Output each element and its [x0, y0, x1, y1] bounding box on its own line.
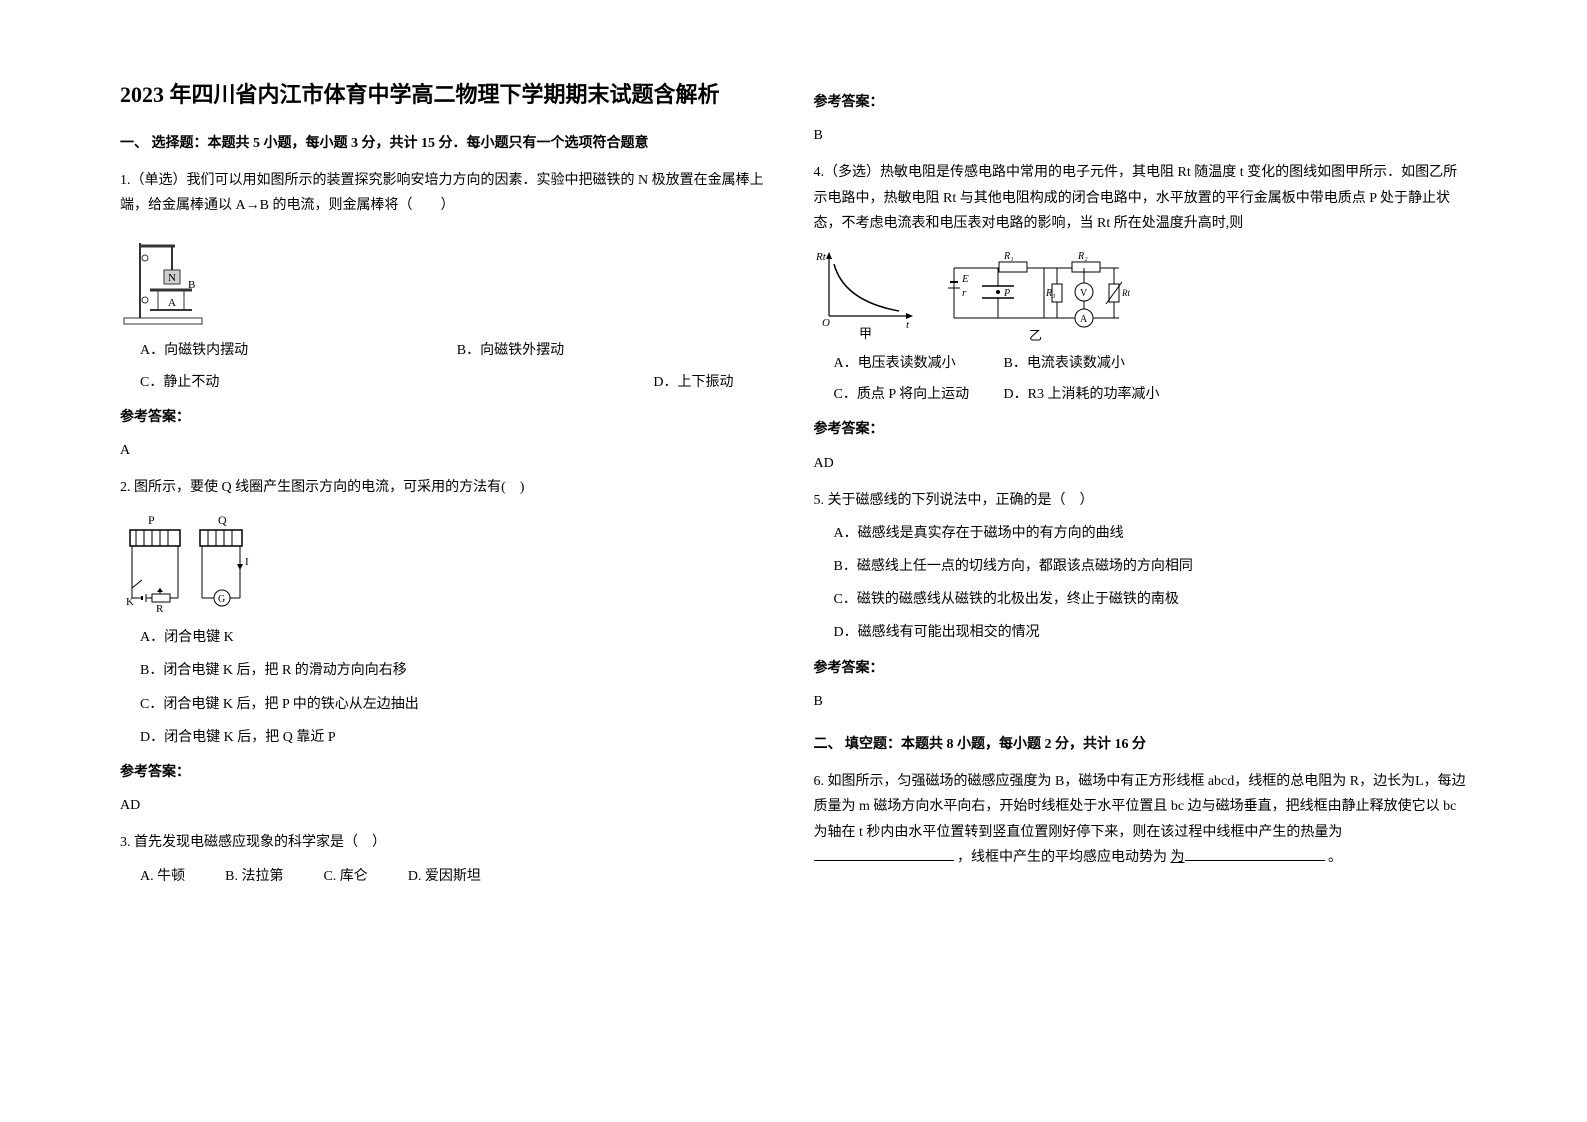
- svg-text:P: P: [1003, 288, 1010, 299]
- q3-optC: C. 库仑: [323, 864, 367, 889]
- q5-stem: 5. 关于磁感线的下列说法中，正确的是（ ）: [814, 488, 1468, 513]
- svg-text:R: R: [156, 603, 164, 615]
- svg-text:E: E: [961, 273, 969, 285]
- q5-optA: A．磁感线是真实存在于磁场中的有方向的曲线: [814, 521, 1468, 546]
- svg-text:R₃: R₃: [1045, 288, 1056, 299]
- svg-text:Rt: Rt: [815, 251, 827, 263]
- svg-text:N: N: [168, 272, 176, 284]
- q4-optB: B．电流表读数减小: [1004, 351, 1125, 376]
- q5-optB: B．磁感线上任一点的切线方向，都跟该点磁场的方向相同: [814, 554, 1468, 579]
- q6-stem2: ，线框中产生的平均感应电动势为: [957, 850, 1167, 865]
- q1-optC: C．静止不动: [140, 370, 437, 395]
- q2-answer: AD: [120, 793, 774, 818]
- q4-figure: Rt O t 甲 E r R₁ R₂: [814, 246, 1468, 341]
- svg-text:R₁: R₁: [1003, 251, 1014, 262]
- svg-text:O: O: [822, 317, 830, 329]
- svg-text:I: I: [245, 556, 249, 568]
- svg-text:r: r: [962, 287, 967, 299]
- q3-stem: 3. 首先发现电磁感应现象的科学家是（ ）: [120, 830, 774, 855]
- q1-optB: B．向磁铁外摆动: [457, 338, 774, 363]
- q2-answer-label: 参考答案：: [120, 760, 774, 785]
- q6-stem1: 6. 如图所示，匀强磁场的磁感应强度为 B，磁场中有正方形线框 abcd，线框的…: [814, 774, 1466, 839]
- q2-optC: C．闭合电键 K 后，把 P 中的铁心从左边抽出: [120, 692, 774, 717]
- svg-text:A: A: [1080, 314, 1088, 325]
- q5-optD: D．磁感线有可能出现相交的情况: [814, 620, 1468, 645]
- q1-answer-label: 参考答案：: [120, 405, 774, 430]
- q3-answer-label: 参考答案：: [814, 90, 1468, 115]
- q6-stem: 6. 如图所示，匀强磁场的磁感应强度为 B，磁场中有正方形线框 abcd，线框的…: [814, 769, 1468, 870]
- svg-text:甲: 甲: [859, 326, 872, 341]
- q2-figure: P Q K R: [120, 510, 774, 615]
- section2-heading: 二、 填空题：本题共 8 小题，每小题 2 分，共计 16 分: [814, 732, 1468, 757]
- section1-heading: 一、 选择题：本题共 5 小题，每小题 3 分，共计 15 分．每小题只有一个选…: [120, 131, 774, 156]
- q6-blank1: [814, 845, 954, 861]
- right-column: 参考答案： B 4.（多选）热敏电阻是传感电路中常用的电子元件，其电阻 Rt 随…: [794, 80, 1488, 1082]
- svg-text:P: P: [148, 513, 155, 527]
- q1-answer: A: [120, 438, 774, 463]
- q1-optD: D．上下振动: [437, 370, 774, 395]
- svg-text:A: A: [168, 297, 176, 309]
- q3-optB: B. 法拉第: [225, 864, 283, 889]
- q5-optC: C．磁铁的磁感线从磁铁的北极出发，终止于磁铁的南极: [814, 587, 1468, 612]
- q1-optA: A．向磁铁内摆动: [140, 338, 457, 363]
- q2-optA: A．闭合电键 K: [120, 625, 774, 650]
- left-column: 2023 年四川省内江市体育中学高二物理下学期期末试题含解析 一、 选择题：本题…: [100, 80, 794, 1082]
- svg-text:G: G: [218, 594, 225, 605]
- q2-stem: 2. 图所示，要使 Q 线圈产生图示方向的电流，可采用的方法有( ): [120, 475, 774, 500]
- svg-text:t: t: [906, 319, 910, 331]
- q1-stem: 1.（单选）我们可以用如图所示的装置探究影响安培力方向的因素．实验中把磁铁的 N…: [120, 168, 774, 218]
- q4-answer: AD: [814, 451, 1468, 476]
- svg-text:B: B: [188, 279, 195, 291]
- q1-figure: N B A: [120, 228, 774, 328]
- q6-blank2: [1185, 845, 1325, 861]
- q2-optB: B．闭合电键 K 后，把 R 的滑动方向向右移: [120, 658, 774, 683]
- svg-text:乙: 乙: [1029, 328, 1042, 341]
- q4-answer-label: 参考答案：: [814, 417, 1468, 442]
- q2-optD: D．闭合电键 K 后，把 Q 靠近 P: [120, 725, 774, 750]
- svg-text:R₂: R₂: [1077, 251, 1088, 262]
- q5-answer-label: 参考答案：: [814, 656, 1468, 681]
- svg-text:Rt: Rt: [1121, 288, 1130, 298]
- q3-answer: B: [814, 123, 1468, 148]
- q4-optC: C．质点 P 将向上运动: [834, 382, 1004, 407]
- q3-optD: D. 爱因斯坦: [408, 864, 481, 889]
- page-title: 2023 年四川省内江市体育中学高二物理下学期期末试题含解析: [120, 80, 774, 111]
- svg-text:V: V: [1080, 288, 1088, 299]
- q4-optA: A．电压表读数减小: [834, 351, 1004, 376]
- q4-stem: 4.（多选）热敏电阻是传感电路中常用的电子元件，其电阻 Rt 随温度 t 变化的…: [814, 160, 1468, 236]
- q5-answer: B: [814, 689, 1468, 714]
- q4-optD: D．R3 上消耗的功率减小: [1004, 382, 1160, 407]
- q3-optA: A. 牛顿: [140, 864, 185, 889]
- svg-text:K: K: [126, 596, 134, 608]
- q6-stem-under: 为: [1171, 850, 1185, 865]
- svg-text:Q: Q: [218, 513, 227, 527]
- q6-stem3: 。: [1328, 850, 1342, 865]
